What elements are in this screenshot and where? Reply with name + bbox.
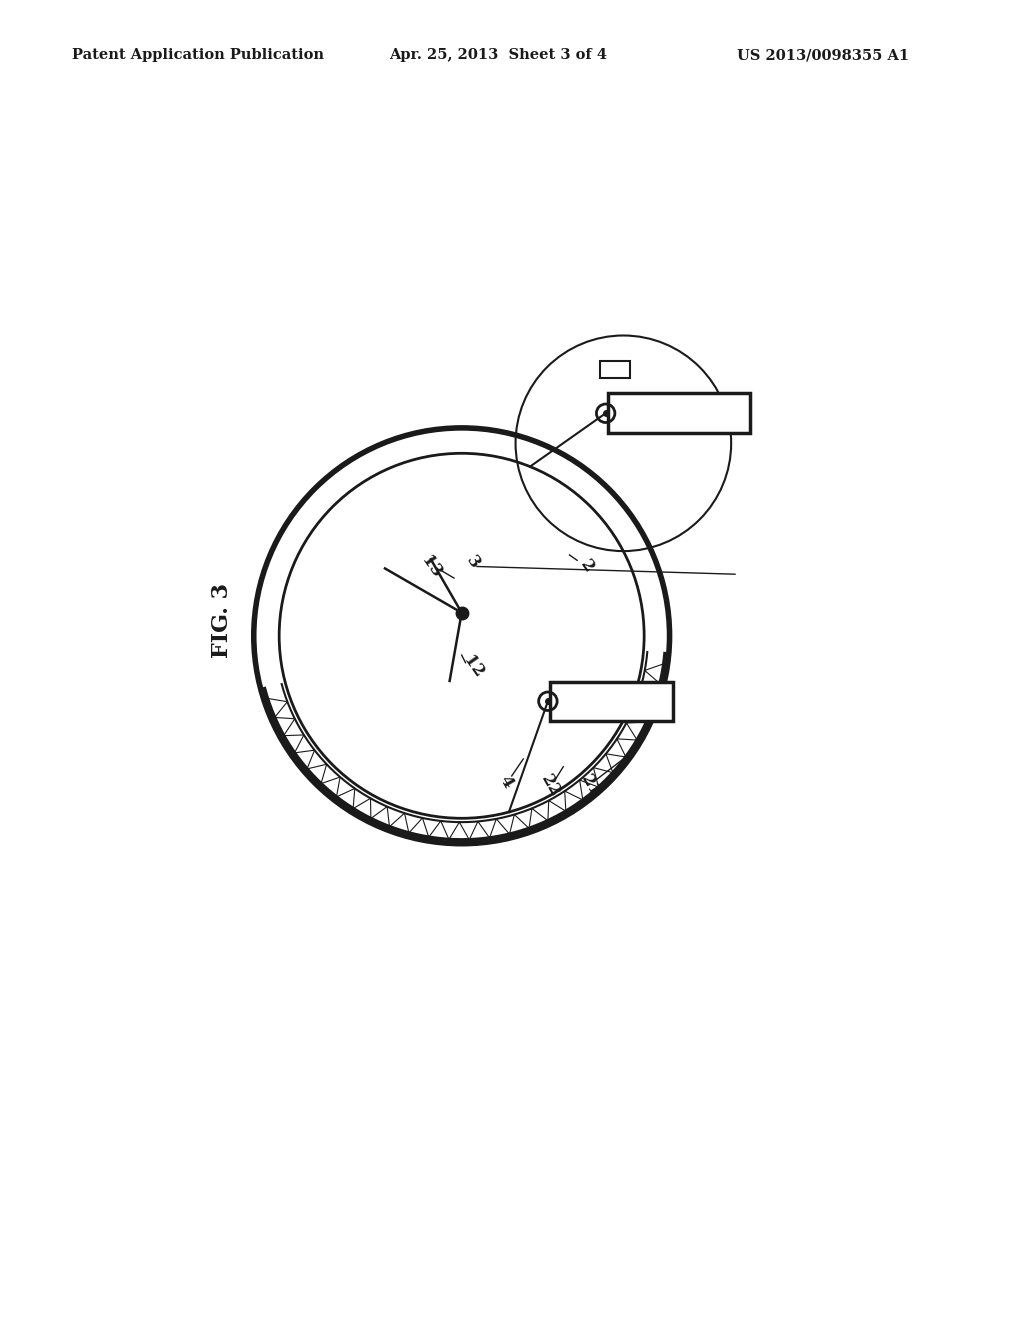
Text: 22: 22 bbox=[537, 772, 563, 800]
Bar bbox=[608, 393, 751, 433]
Text: 4: 4 bbox=[496, 774, 516, 791]
Text: US 2013/0098355 A1: US 2013/0098355 A1 bbox=[737, 49, 909, 62]
Bar bbox=[550, 682, 674, 721]
Bar bbox=[600, 360, 630, 378]
Text: FIG. 3: FIG. 3 bbox=[211, 583, 233, 657]
Text: Apr. 25, 2013  Sheet 3 of 4: Apr. 25, 2013 Sheet 3 of 4 bbox=[389, 49, 607, 62]
Text: 13: 13 bbox=[417, 552, 444, 581]
Text: 3: 3 bbox=[463, 553, 483, 573]
Text: Patent Application Publication: Patent Application Publication bbox=[72, 49, 324, 62]
Text: 12: 12 bbox=[460, 652, 486, 681]
Text: 2: 2 bbox=[577, 557, 597, 576]
Text: 21: 21 bbox=[578, 772, 604, 800]
